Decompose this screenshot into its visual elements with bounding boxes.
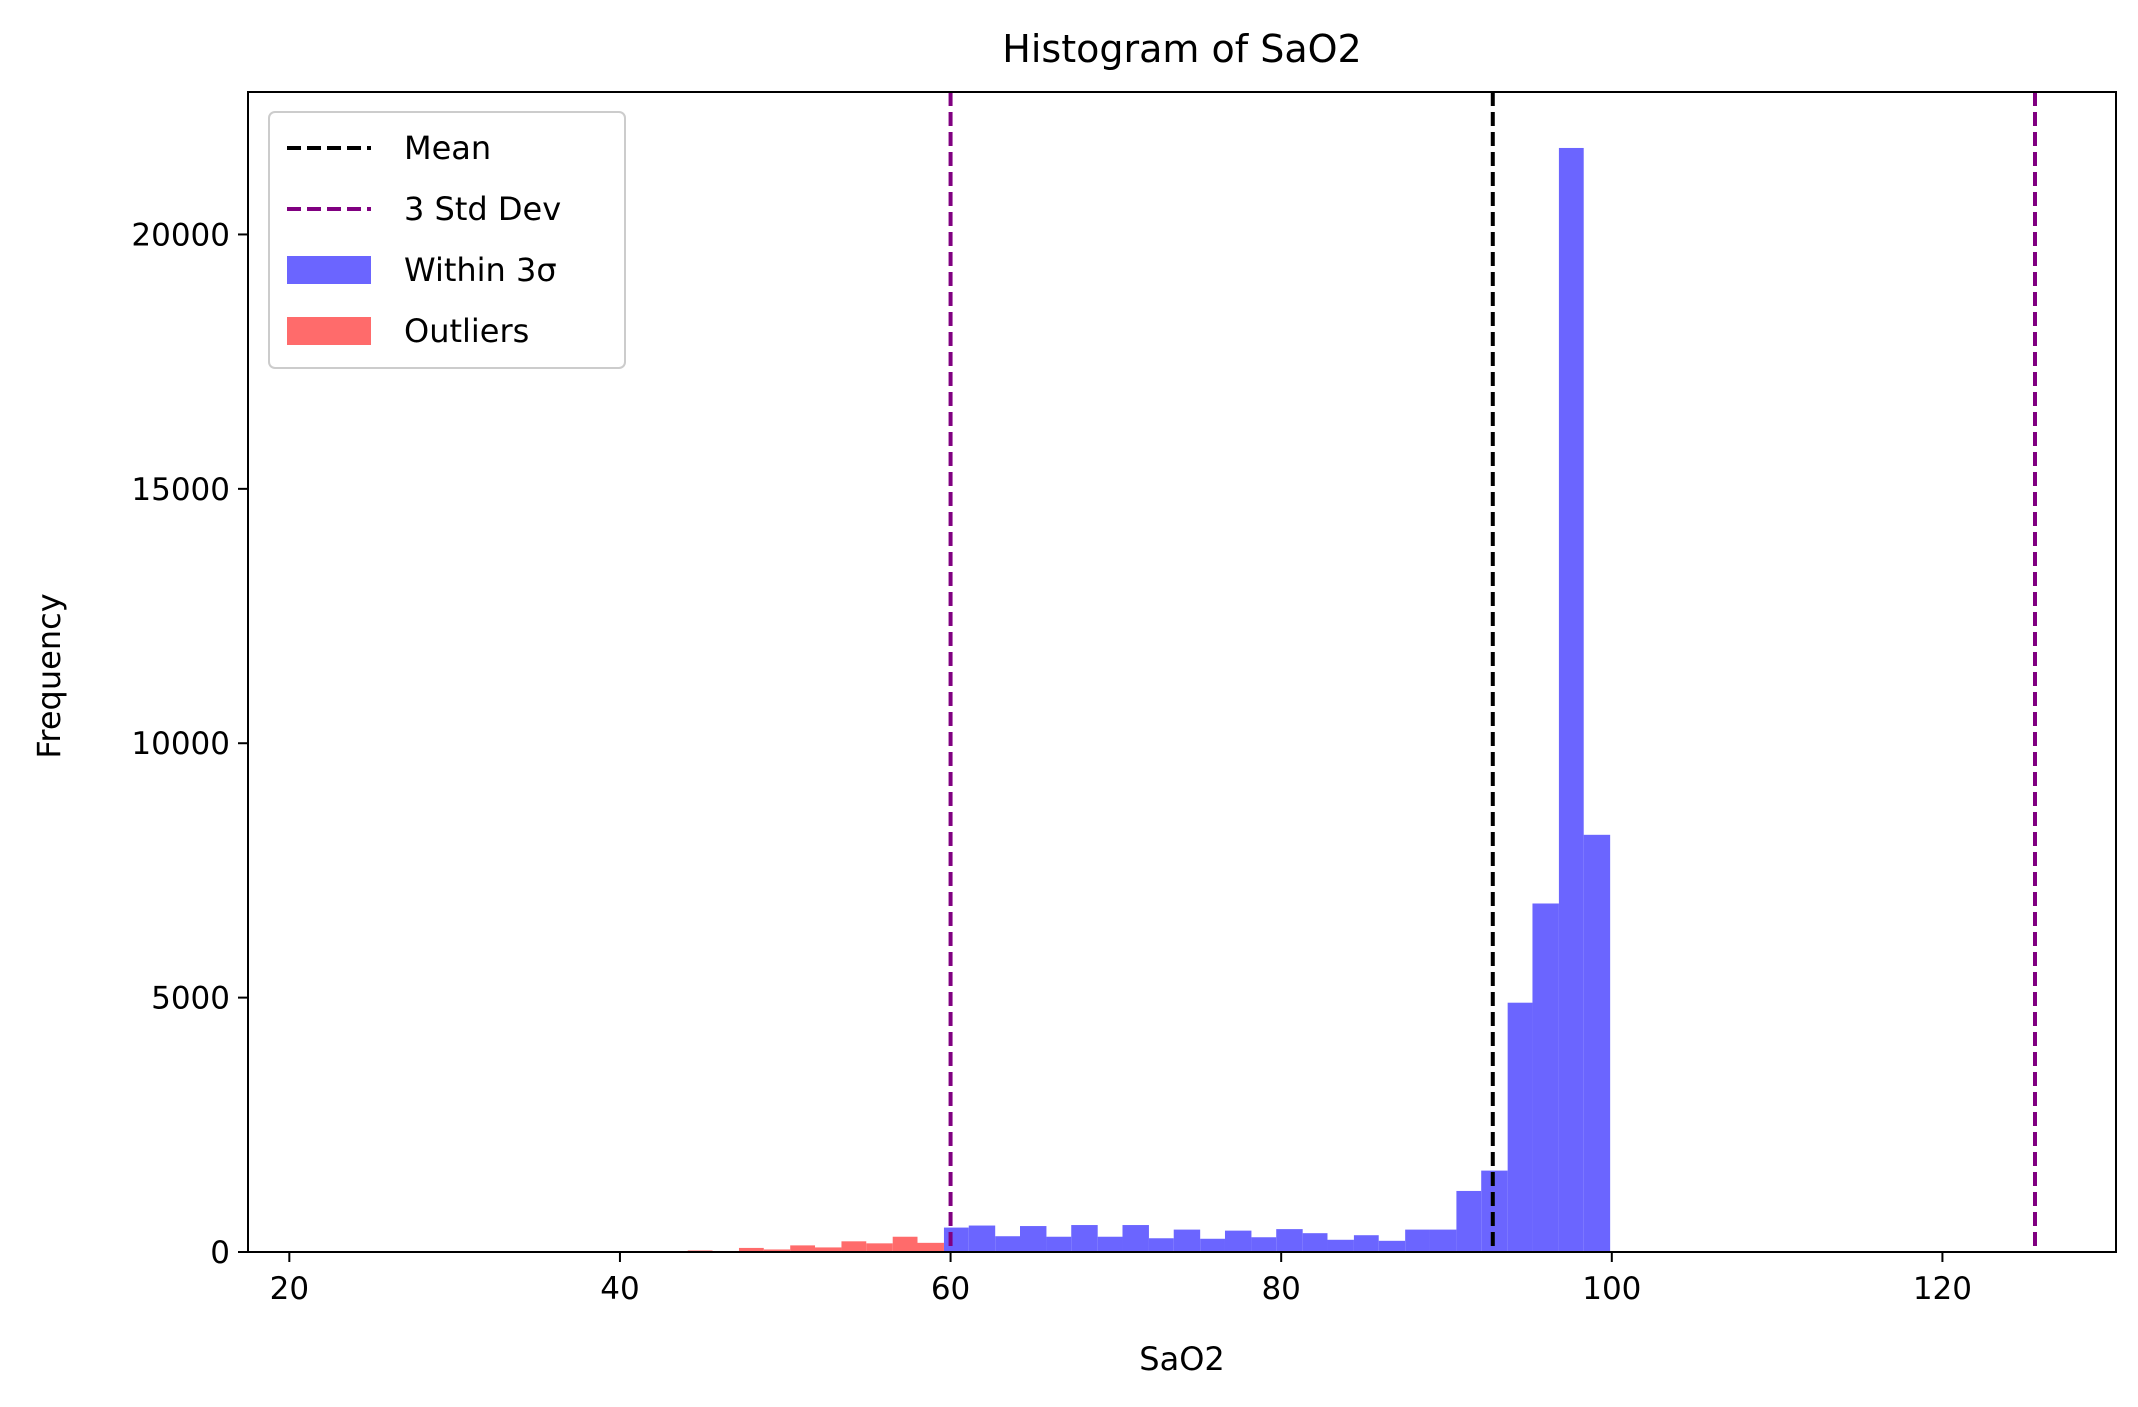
within-bar-15 [1327,1239,1354,1252]
y-tick-label-5000: 5000 [151,981,230,1017]
within-bar-24 [1558,147,1584,1253]
within-bar-11 [1224,1230,1252,1252]
outlier-bar-7 [866,1243,893,1252]
outlier-bar-2 [738,1247,764,1252]
within-bar-1 [968,1225,996,1252]
within-bar-5 [1071,1225,1098,1252]
outlier-bar-4 [790,1245,816,1252]
legend-swatch-outliers [287,317,371,345]
outlier-bar-6 [841,1241,867,1252]
chart-title: Histogram of SaO2 [1002,27,1361,71]
within-bar-16 [1353,1235,1379,1252]
x-tick-label-120: 120 [1913,1271,1972,1307]
outlier-bar-5 [815,1247,842,1252]
x-tick-label-100: 100 [1582,1271,1641,1307]
y-axis-ticks: 0 5000 10000 15000 20000 [131,217,248,1271]
y-axis-title: Frequency [30,593,68,758]
x-tick-label-60: 60 [931,1271,970,1307]
outlier-bar-8 [892,1236,918,1252]
within-bar-7 [1122,1225,1149,1252]
within-bar-12 [1251,1237,1277,1252]
within-bar-14 [1302,1233,1328,1252]
within-bar-3 [1020,1226,1047,1252]
x-tick-label-40: 40 [600,1271,639,1307]
x-axis-ticks: 20 40 60 80 100 120 [270,1252,1972,1307]
y-tick-label-0: 0 [210,1235,230,1271]
within-bar-8 [1148,1238,1174,1252]
within-bar-25 [1583,834,1611,1252]
within-bar-6 [1097,1236,1123,1252]
within-bar-2 [995,1236,1020,1252]
legend: Mean 3 Std Dev Within 3σ Outliers [268,111,626,369]
legend-label-mean: Mean [404,129,491,167]
within-bar-22 [1507,1002,1533,1252]
outlier-bar-9 [917,1242,944,1252]
plot-frame [247,91,2117,1253]
within-bar-18 [1405,1229,1430,1252]
within-bar-20 [1456,1190,1482,1252]
y-tick-label-15000: 15000 [131,472,230,508]
legend-label-outliers: Outliers [404,312,529,350]
reference-lines-layer [948,92,2037,1252]
y-tick-label-20000: 20000 [131,217,230,253]
outlier-bar-3 [763,1249,791,1252]
x-axis-title: SaO2 [1139,1340,1224,1378]
within-bar-0 [943,1227,969,1252]
legend-box [268,111,626,369]
x-tick-label-20: 20 [270,1271,309,1307]
within-bar-9 [1173,1229,1201,1252]
legend-label-3-std-dev: 3 Std Dev [404,190,561,228]
bars-layer [687,147,1611,1253]
within-bar-17 [1378,1240,1406,1252]
within-bar-10 [1200,1238,1225,1252]
within-bar-19 [1429,1229,1457,1252]
within-bar-23 [1532,903,1559,1252]
legend-swatch-within-3 [287,256,371,284]
y-tick-label-10000: 10000 [131,726,230,762]
within-bar-13 [1276,1229,1303,1252]
x-tick-label-80: 80 [1261,1271,1300,1307]
within-bar-4 [1046,1236,1072,1252]
legend-label-within-3: Within 3σ [404,251,557,289]
